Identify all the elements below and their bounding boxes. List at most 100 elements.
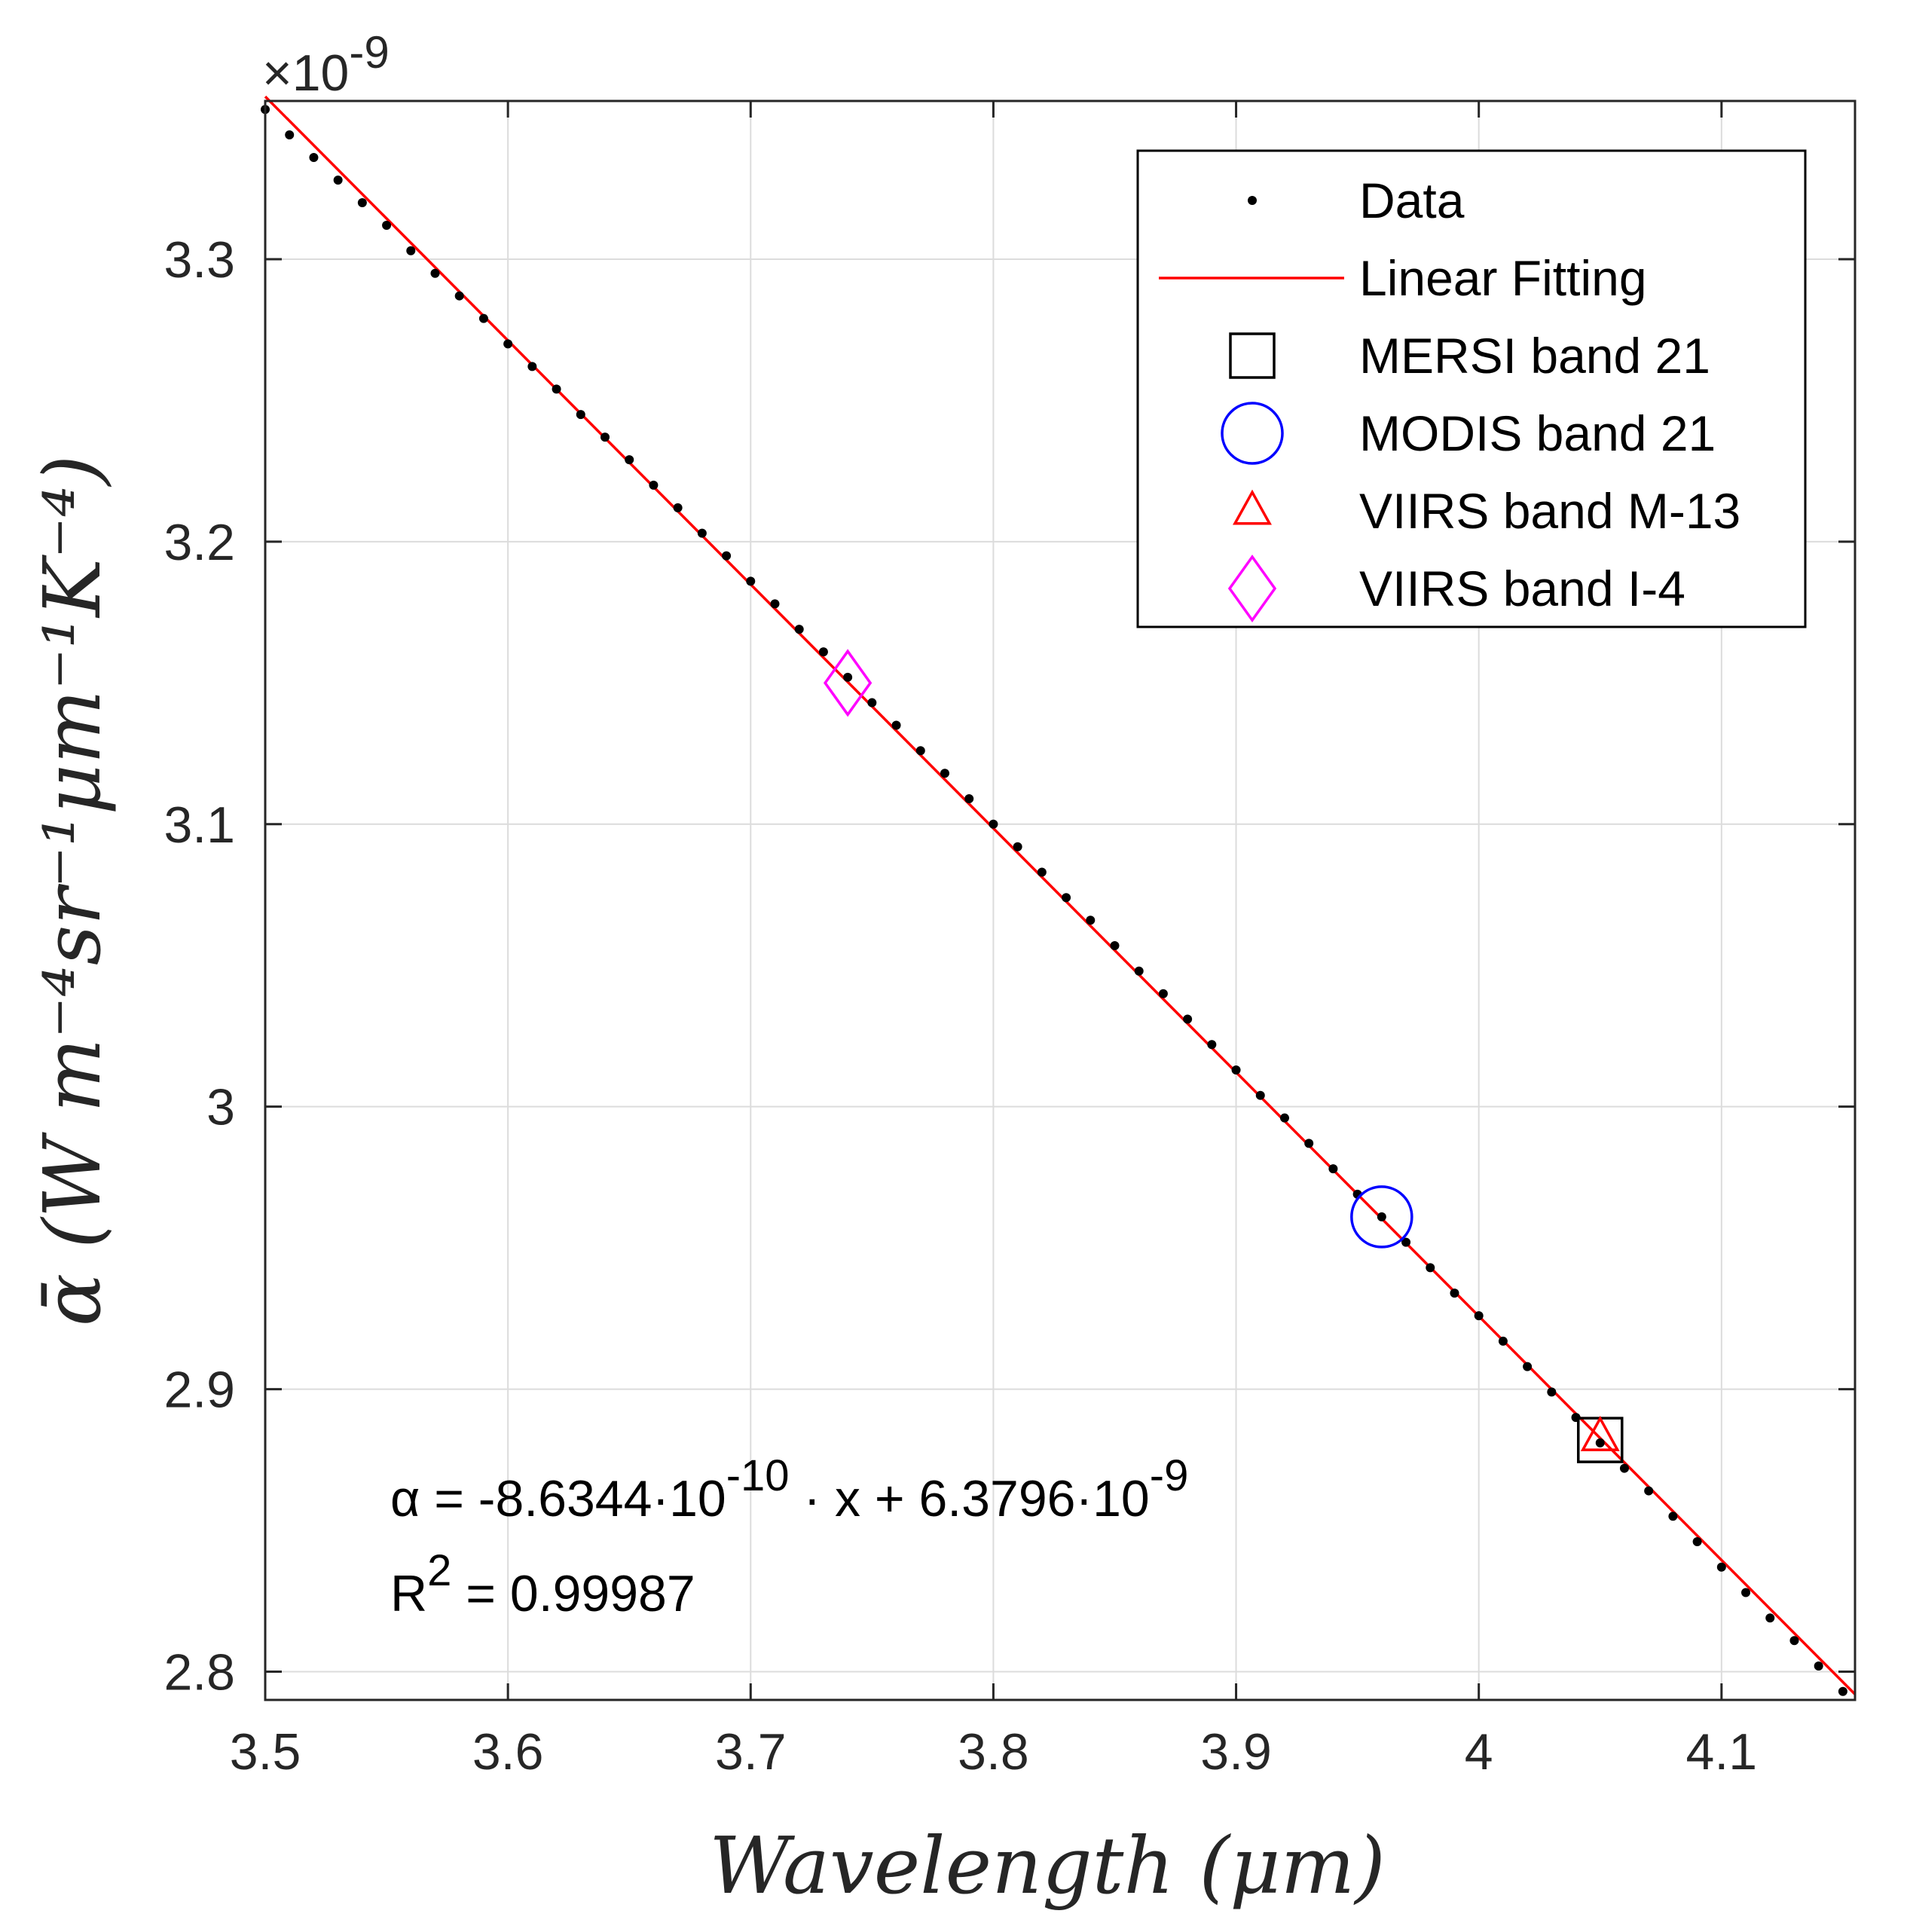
- data-point: [625, 455, 634, 465]
- triangle-marker: [1580, 1415, 1620, 1451]
- legend-entry: Linear Fitting: [1159, 250, 1647, 306]
- r-squared-sup: 2: [427, 1546, 451, 1595]
- y-tick-label: 3.2: [164, 514, 235, 571]
- data-point: [722, 551, 732, 561]
- legend-label: Linear Fitting: [1359, 250, 1647, 306]
- diamond-marker: [823, 649, 873, 717]
- legend-label: Data: [1359, 173, 1465, 228]
- data-point: [406, 246, 416, 255]
- legend-label: VIIRS band I-4: [1359, 561, 1685, 616]
- data-point: [1814, 1661, 1823, 1671]
- data-point: [1401, 1237, 1411, 1247]
- legend-entry: MODIS band 21: [1221, 402, 1716, 465]
- data-point: [503, 339, 513, 349]
- data-point: [1523, 1362, 1533, 1371]
- data-point: [1426, 1263, 1435, 1273]
- legend-entry: MERSI band 21: [1229, 328, 1710, 384]
- data-point: [1474, 1311, 1484, 1321]
- data-point: [1013, 842, 1022, 851]
- fit-equation-mid: · x + 6.3796·10: [790, 1470, 1150, 1527]
- legend-box: [1136, 149, 1807, 628]
- data-point: [1668, 1512, 1678, 1521]
- data-point: [867, 698, 877, 708]
- y-tick-label: 3.1: [164, 796, 235, 854]
- data-point: [285, 130, 295, 139]
- y-axis-label: ᾱ (W m⁻⁴sr⁻¹μm⁻¹K⁻⁴): [26, 455, 118, 1326]
- x-axis-label: Wavelength (μm): [709, 1820, 1386, 1912]
- data-point: [1255, 1090, 1265, 1100]
- legend-label: VIIRS band M-13: [1359, 483, 1740, 539]
- data-point: [576, 410, 585, 420]
- fit-equation: α = -8.6344·10-10 · x + 6.3796·10-9: [390, 1451, 1188, 1527]
- data-point: [1692, 1537, 1702, 1547]
- data-point: [673, 503, 683, 512]
- data-point: [915, 746, 925, 756]
- data-point: [989, 819, 998, 829]
- data-point: [357, 197, 367, 207]
- data-point: [333, 175, 343, 185]
- ticks: [264, 101, 1855, 1700]
- data-point: [1547, 1387, 1557, 1397]
- legend-square-symbol: [1229, 332, 1276, 379]
- legend-dot-symbol: [1248, 196, 1257, 205]
- data-point: [1644, 1486, 1654, 1496]
- band-markers: [823, 649, 1624, 1463]
- plot-frame: [264, 99, 1857, 1701]
- data-point: [770, 599, 780, 609]
- data-point: [964, 794, 974, 804]
- data-point: [940, 769, 949, 778]
- data-point: [600, 433, 610, 442]
- data-point: [1619, 1463, 1629, 1473]
- x-tick-label: 4: [1465, 1723, 1493, 1781]
- data-point: [1062, 893, 1071, 903]
- data-point: [818, 647, 828, 657]
- fit-equation-exp1: -10: [726, 1451, 790, 1500]
- data-point: [649, 480, 659, 490]
- data-point: [430, 268, 440, 278]
- data-point: [1716, 1562, 1726, 1572]
- fit-equation-lhs: α = -8.6344·10: [390, 1470, 726, 1527]
- data-point: [1498, 1336, 1508, 1346]
- legend-entries: Data Linear Fitting MERSI band 21 MODIS ban…: [1159, 173, 1740, 623]
- x-tick-label: 3.8: [958, 1723, 1029, 1781]
- legend-entry: Data: [1248, 173, 1465, 228]
- x-tick-label: 3.9: [1200, 1723, 1272, 1781]
- data-point: [1328, 1164, 1338, 1174]
- legend-entry: VIIRS band M-13: [1233, 483, 1740, 539]
- y-tick-label: 3.3: [164, 231, 235, 289]
- circle-marker: [1350, 1185, 1413, 1249]
- data-point: [1207, 1040, 1217, 1050]
- data-point: [1134, 966, 1144, 976]
- data-point: [746, 576, 756, 586]
- y-exponent-base: ×10: [262, 44, 349, 102]
- data-point: [794, 625, 804, 634]
- data-point: [1450, 1289, 1459, 1298]
- x-tick-label: 3.5: [230, 1723, 301, 1781]
- y-exponent-label: ×10-9: [262, 27, 390, 102]
- fit-equation-exp2: -9: [1150, 1451, 1189, 1500]
- data-point: [1037, 867, 1047, 877]
- y-tick-labels: 2.8 2.9 3 3.1 3.2 3.3: [164, 231, 235, 1701]
- data-point: [697, 528, 707, 538]
- data-point: [891, 720, 901, 730]
- legend-triangle-symbol: [1233, 489, 1272, 525]
- y-exponent-power: -9: [349, 27, 389, 78]
- legend-label: MERSI band 21: [1359, 328, 1710, 384]
- data-point: [1765, 1613, 1775, 1623]
- r-squared: R2 = 0.99987: [390, 1546, 695, 1622]
- data-point: [1377, 1212, 1386, 1221]
- data-point: [1304, 1139, 1314, 1148]
- data-point: [1086, 916, 1096, 925]
- data-point: [527, 362, 537, 371]
- r-squared-prefix: R: [390, 1565, 427, 1622]
- data-point: [1183, 1014, 1193, 1024]
- legend: Data Linear Fitting MERSI band 21 MODIS ban…: [1136, 149, 1807, 628]
- data-point: [1741, 1588, 1751, 1597]
- data-points: [261, 105, 1847, 1696]
- data-point: [309, 152, 319, 162]
- y-tick-label: 2.8: [164, 1644, 235, 1701]
- x-tick-label: 4.1: [1686, 1723, 1758, 1781]
- legend-entry: VIIRS band I-4: [1227, 554, 1685, 623]
- data-point: [1158, 989, 1168, 998]
